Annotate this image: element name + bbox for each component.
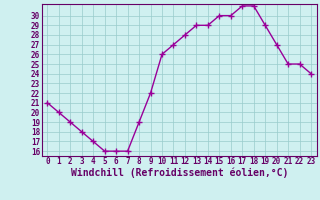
X-axis label: Windchill (Refroidissement éolien,°C): Windchill (Refroidissement éolien,°C) <box>70 168 288 178</box>
